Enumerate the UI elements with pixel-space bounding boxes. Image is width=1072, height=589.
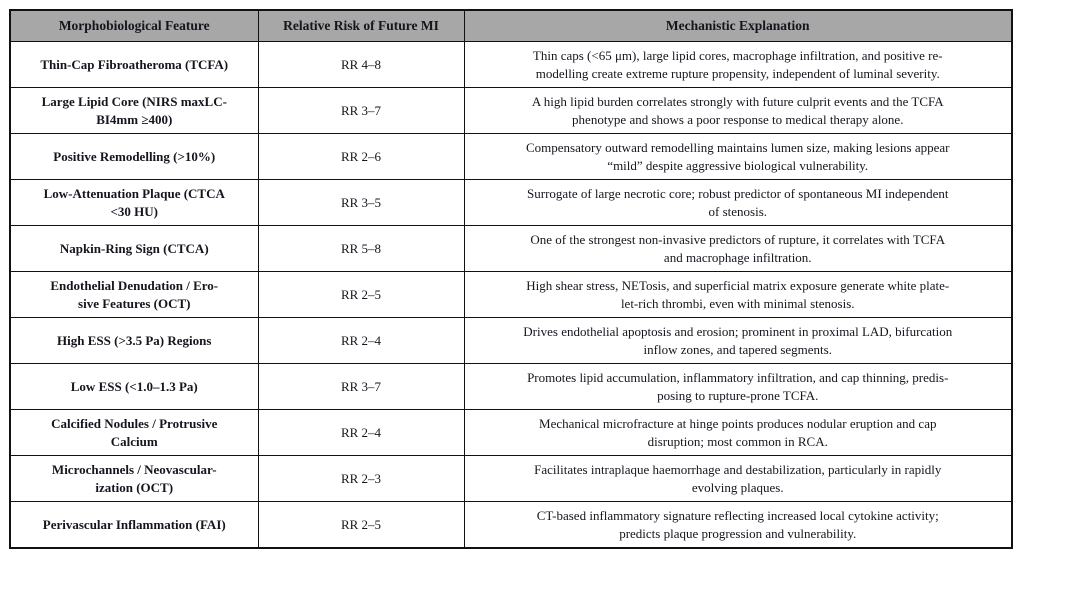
table-row: Napkin-Ring Sign (CTCA) RR 5–8 One of the … [9, 225, 1013, 272]
table-row: Low ESS (<1.0–1.3 Pa) RR 3–7 Promotes lipi… [9, 363, 1013, 410]
table-row: Low-Attenuation Plaque (CTCA <30 HU) RR 3… [9, 179, 1013, 226]
table-row: Endothelial Denudation / Ero- sive Featu… [9, 271, 1013, 318]
rr-cell: RR 2–5 [257, 501, 465, 549]
rr-cell: RR 3–7 [257, 363, 465, 410]
explanation-cell: Promotes lipid accumulation, inflammator… [463, 363, 1013, 410]
table-row: Large Lipid Core (NIRS maxLC- BI4mm ≥400… [9, 87, 1013, 134]
table-row: Calcified Nodules / Protrusive Calcium RR… [9, 409, 1013, 456]
morphobiological-risk-table: Morphobiological Feature Relative Risk o… [9, 9, 1013, 549]
feature-cell: Perivascular Inflammation (FAI) [9, 501, 259, 549]
feature-cell: Positive Remodelling (>10%) [9, 133, 259, 180]
explanation-cell: Mechanical microfracture at hinge points… [463, 409, 1013, 456]
rr-cell: RR 2–4 [257, 409, 465, 456]
table-row: Positive Remodelling (>10%) RR 2–6 Compens… [9, 133, 1013, 180]
feature-cell: Calcified Nodules / Protrusive Calcium [9, 409, 259, 456]
rr-cell: RR 2–6 [257, 133, 465, 180]
explanation-cell: Thin caps (<65 μm), large lipid cores, m… [463, 41, 1013, 88]
table-row: Microchannels / Neovascular- ization (OC… [9, 455, 1013, 502]
feature-cell: Microchannels / Neovascular- ization (OC… [9, 455, 259, 502]
feature-cell: Low ESS (<1.0–1.3 Pa) [9, 363, 259, 410]
feature-cell: Low-Attenuation Plaque (CTCA <30 HU) [9, 179, 259, 226]
rr-cell: RR 2–4 [257, 317, 465, 364]
explanation-cell: CT-based inflammatory signature reflecti… [463, 501, 1013, 549]
rr-cell: RR 5–8 [257, 225, 465, 272]
header-mechanistic-explanation: Mechanistic Explanation [463, 9, 1013, 42]
rr-cell: RR 2–5 [257, 271, 465, 318]
table-row: Thin-Cap Fibroatheroma (TCFA) RR 4–8 Thin … [9, 41, 1013, 88]
explanation-cell: A high lipid burden correlates strongly … [463, 87, 1013, 134]
feature-cell: Large Lipid Core (NIRS maxLC- BI4mm ≥400… [9, 87, 259, 134]
rr-cell: RR 4–8 [257, 41, 465, 88]
rr-cell: RR 3–7 [257, 87, 465, 134]
table-header-row: Morphobiological Feature Relative Risk o… [9, 9, 1013, 42]
rr-cell: RR 3–5 [257, 179, 465, 226]
feature-cell: High ESS (>3.5 Pa) Regions [9, 317, 259, 364]
table-body: Thin-Cap Fibroatheroma (TCFA) RR 4–8 Thin … [9, 41, 1013, 549]
table-row: Perivascular Inflammation (FAI) RR 2–5 CT-… [9, 501, 1013, 549]
explanation-cell: One of the strongest non-invasive predic… [463, 225, 1013, 272]
rr-cell: RR 2–3 [257, 455, 465, 502]
explanation-cell: Compensatory outward remodelling maintai… [463, 133, 1013, 180]
feature-cell: Thin-Cap Fibroatheroma (TCFA) [9, 41, 259, 88]
table-row: High ESS (>3.5 Pa) Regions RR 2–4 Drives e… [9, 317, 1013, 364]
explanation-cell: Drives endothelial apoptosis and erosion… [463, 317, 1013, 364]
explanation-cell: Surrogate of large necrotic core; robust… [463, 179, 1013, 226]
feature-cell: Napkin-Ring Sign (CTCA) [9, 225, 259, 272]
explanation-cell: High shear stress, NETosis, and superfic… [463, 271, 1013, 318]
explanation-cell: Facilitates intraplaque haemorrhage and … [463, 455, 1013, 502]
header-morphobiological-feature: Morphobiological Feature [9, 9, 259, 42]
feature-cell: Endothelial Denudation / Ero- sive Featu… [9, 271, 259, 318]
header-relative-risk: Relative Risk of Future MI [257, 9, 465, 42]
